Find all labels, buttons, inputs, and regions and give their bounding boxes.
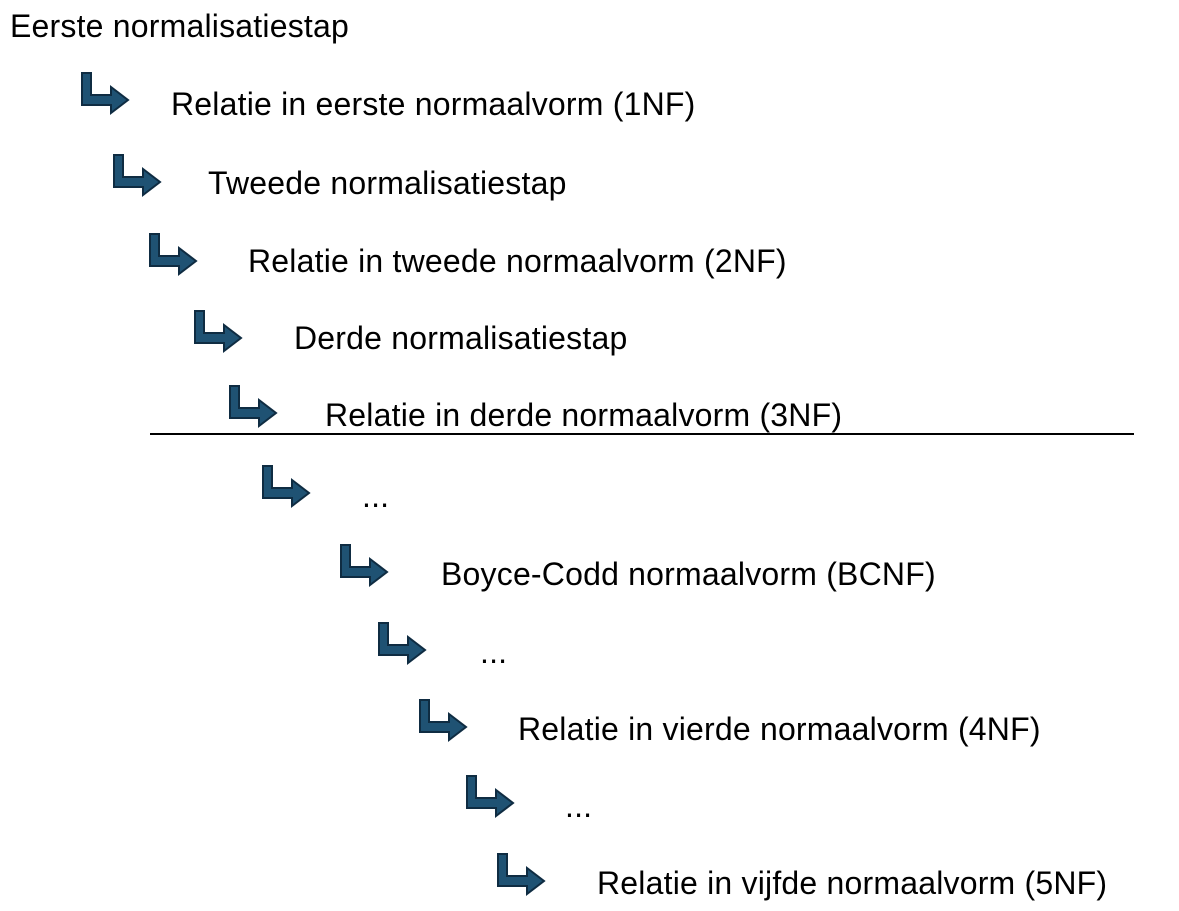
bent-arrow-right-icon-graphic [194,310,243,354]
bent-arrow-right-icon-graphic [81,72,130,116]
bent-arrow-right-icon [148,233,198,277]
bent-arrow-right-icon-graphic [262,465,311,509]
bent-arrow-right-icon-graphic [229,385,278,429]
bent-arrow-right-icon [465,775,515,819]
step-label-bcnf: Boyce-Codd normaalvorm (BCNF) [441,556,936,592]
step-label-2nf: Relatie in tweede normaalvorm (2NF) [248,243,787,279]
bent-arrow-right-icon-graphic [113,154,162,198]
bent-arrow-right-icon-graphic [419,699,468,743]
bent-arrow-right-icon [377,622,427,666]
step-label-ellipsis-2: ... [480,634,508,670]
step-label-4nf: Relatie in vierde normaalvorm (4NF) [518,711,1041,747]
bent-arrow-right-icon [261,465,311,509]
bent-arrow-right-icon [228,385,278,429]
bent-arrow-right-icon [418,699,468,743]
step-label-5nf: Relatie in vijfde normaalvorm (5NF) [597,865,1108,901]
divider-line [150,433,1134,435]
start-step-label: Eerste normalisatiestap [10,8,349,44]
bent-arrow-right-icon-graphic [378,622,427,666]
bent-arrow-right-icon-graphic [466,775,515,819]
step-label-3nf: Relatie in derde normaalvorm (3NF) [325,397,843,433]
bent-arrow-right-icon [193,310,243,354]
step-label-ellipsis-3: ... [565,788,593,824]
bent-arrow-right-icon-graphic [149,233,198,277]
step-label-1nf: Relatie in eerste normaalvorm (1NF) [171,86,696,122]
bent-arrow-right-icon-graphic [340,544,389,588]
bent-arrow-right-icon [496,853,546,897]
bent-arrow-right-icon [112,154,162,198]
bent-arrow-right-icon-graphic [497,853,546,897]
step-label-tweede-stap: Tweede normalisatiestap [208,165,567,201]
bent-arrow-right-icon [339,544,389,588]
bent-arrow-right-icon [80,72,130,116]
step-label-derde-stap: Derde normalisatiestap [294,320,628,356]
step-label-ellipsis-1: ... [362,478,390,514]
